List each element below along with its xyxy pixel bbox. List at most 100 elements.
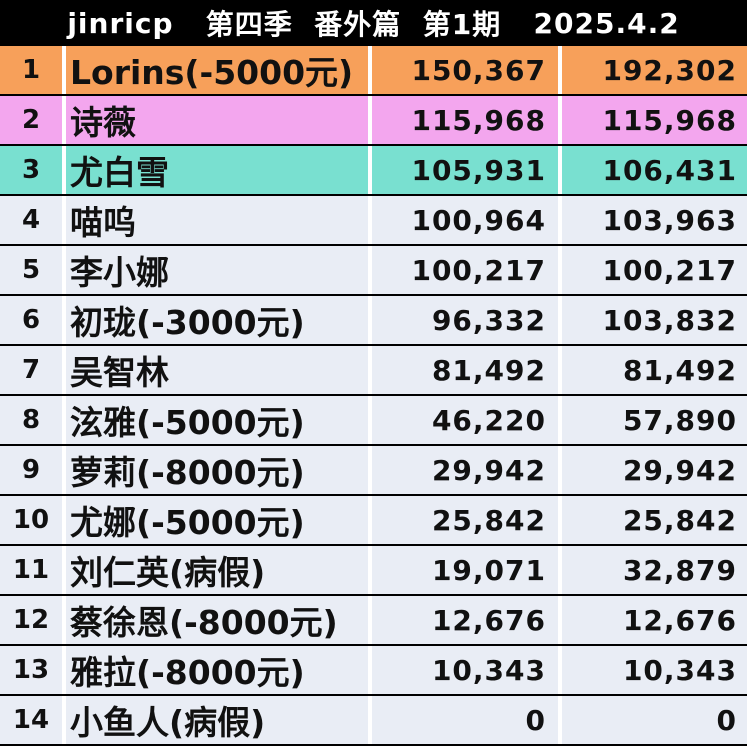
column-divider bbox=[558, 446, 562, 494]
column-divider bbox=[558, 246, 562, 294]
value-1-cell: 100,217 bbox=[411, 253, 546, 287]
column-divider bbox=[558, 396, 562, 444]
column-divider bbox=[368, 546, 372, 594]
column-divider bbox=[368, 496, 372, 544]
column-divider bbox=[368, 96, 372, 144]
rank-cell: 8 bbox=[21, 405, 41, 435]
column-divider bbox=[558, 546, 562, 594]
column-divider bbox=[62, 346, 66, 394]
value-2-cell: 29,942 bbox=[622, 453, 737, 487]
table-row: 9 萝莉(-8000元) 29,942 29,942 bbox=[0, 446, 747, 494]
column-divider bbox=[62, 96, 66, 144]
header-author: jinricp bbox=[67, 6, 174, 40]
header-episode: 第1期 bbox=[422, 8, 502, 41]
table-row: 2 诗薇 115,968 115,968 bbox=[0, 96, 747, 144]
table-row: 14 小鱼人(病假) 0 0 bbox=[0, 696, 747, 744]
value-1-cell: 0 bbox=[525, 703, 546, 737]
name-cell: 蔡徐恩(-8000元) bbox=[70, 603, 338, 642]
table-row: 7 吴智林 81,492 81,492 bbox=[0, 346, 747, 394]
value-2-cell: 32,879 bbox=[622, 553, 737, 587]
name-cell: 泫雅(-5000元) bbox=[70, 403, 305, 442]
value-1-cell: 10,343 bbox=[431, 653, 546, 687]
column-divider bbox=[558, 496, 562, 544]
value-2-cell: 103,832 bbox=[602, 303, 737, 337]
value-2-cell: 192,302 bbox=[602, 53, 737, 87]
column-divider bbox=[368, 646, 372, 694]
value-1-cell: 12,676 bbox=[431, 603, 546, 637]
column-divider bbox=[368, 696, 372, 744]
name-cell: 雅拉(-8000元) bbox=[70, 653, 305, 692]
table-row: 11 刘仁英(病假) 19,071 32,879 bbox=[0, 546, 747, 594]
value-1-cell: 29,942 bbox=[431, 453, 546, 487]
value-1-cell: 19,071 bbox=[431, 553, 546, 587]
header-special: 番外篇 bbox=[314, 8, 402, 41]
value-2-cell: 25,842 bbox=[622, 503, 737, 537]
column-divider bbox=[558, 696, 562, 744]
column-divider bbox=[62, 696, 66, 744]
column-divider bbox=[62, 146, 66, 194]
rank-cell: 13 bbox=[12, 655, 50, 685]
name-cell: Lorins(-5000元) bbox=[70, 53, 354, 92]
table-row: 13 雅拉(-8000元) 10,343 10,343 bbox=[0, 646, 747, 694]
rank-cell: 11 bbox=[12, 555, 50, 585]
column-divider bbox=[558, 146, 562, 194]
value-2-cell: 0 bbox=[716, 703, 737, 737]
table-row: 12 蔡徐恩(-8000元) 12,676 12,676 bbox=[0, 596, 747, 644]
name-cell: 喵呜 bbox=[70, 203, 136, 242]
rank-cell: 12 bbox=[12, 605, 50, 635]
column-divider bbox=[368, 196, 372, 244]
value-1-cell: 46,220 bbox=[431, 403, 546, 437]
header-date: 2025.4.2 bbox=[533, 6, 680, 40]
column-divider bbox=[558, 296, 562, 344]
value-1-cell: 96,332 bbox=[431, 303, 546, 337]
table-row: 8 泫雅(-5000元) 46,220 57,890 bbox=[0, 396, 747, 444]
column-divider bbox=[368, 446, 372, 494]
column-divider bbox=[558, 46, 562, 94]
value-2-cell: 106,431 bbox=[602, 153, 737, 187]
column-divider bbox=[368, 296, 372, 344]
column-divider bbox=[368, 396, 372, 444]
table-row: 10 尤娜(-5000元) 25,842 25,842 bbox=[0, 496, 747, 544]
rank-cell: 1 bbox=[21, 55, 41, 85]
table-row: 1 Lorins(-5000元) 150,367 192,302 bbox=[0, 46, 747, 94]
name-cell: 萝莉(-8000元) bbox=[70, 453, 305, 492]
page-header: jinricp 第四季 番外篇 第1期 2025.4.2 bbox=[0, 0, 747, 46]
value-2-cell: 10,343 bbox=[622, 653, 737, 687]
rank-cell: 3 bbox=[21, 155, 41, 185]
rank-cell: 4 bbox=[21, 205, 41, 235]
name-cell: 小鱼人(病假) bbox=[70, 703, 266, 742]
column-divider bbox=[368, 346, 372, 394]
name-cell: 刘仁英(病假) bbox=[70, 553, 266, 592]
column-divider bbox=[368, 146, 372, 194]
name-cell: 李小娜 bbox=[70, 253, 169, 292]
rank-cell: 7 bbox=[21, 355, 41, 385]
column-divider bbox=[558, 346, 562, 394]
value-1-cell: 150,367 bbox=[411, 53, 546, 87]
name-cell: 尤白雪 bbox=[70, 153, 169, 192]
value-2-cell: 81,492 bbox=[622, 353, 737, 387]
column-divider bbox=[368, 246, 372, 294]
header-season: 第四季 bbox=[205, 8, 293, 41]
table-row: 4 喵呜 100,964 103,963 bbox=[0, 196, 747, 244]
column-divider bbox=[368, 596, 372, 644]
column-divider bbox=[62, 46, 66, 94]
column-divider bbox=[558, 646, 562, 694]
value-2-cell: 12,676 bbox=[622, 603, 737, 637]
value-2-cell: 115,968 bbox=[602, 103, 737, 137]
column-divider bbox=[62, 446, 66, 494]
table-row: 6 初珑(-3000元) 96,332 103,832 bbox=[0, 296, 747, 344]
column-divider bbox=[368, 46, 372, 94]
column-divider bbox=[558, 596, 562, 644]
column-divider bbox=[558, 96, 562, 144]
column-divider bbox=[62, 396, 66, 444]
value-2-cell: 57,890 bbox=[622, 403, 737, 437]
value-1-cell: 100,964 bbox=[411, 203, 546, 237]
column-divider bbox=[62, 196, 66, 244]
name-cell: 诗薇 bbox=[70, 103, 136, 142]
column-divider bbox=[62, 296, 66, 344]
value-1-cell: 115,968 bbox=[411, 103, 546, 137]
value-2-cell: 100,217 bbox=[602, 253, 737, 287]
rank-cell: 6 bbox=[21, 305, 41, 335]
column-divider bbox=[62, 496, 66, 544]
table-row: 3 尤白雪 105,931 106,431 bbox=[0, 146, 747, 194]
